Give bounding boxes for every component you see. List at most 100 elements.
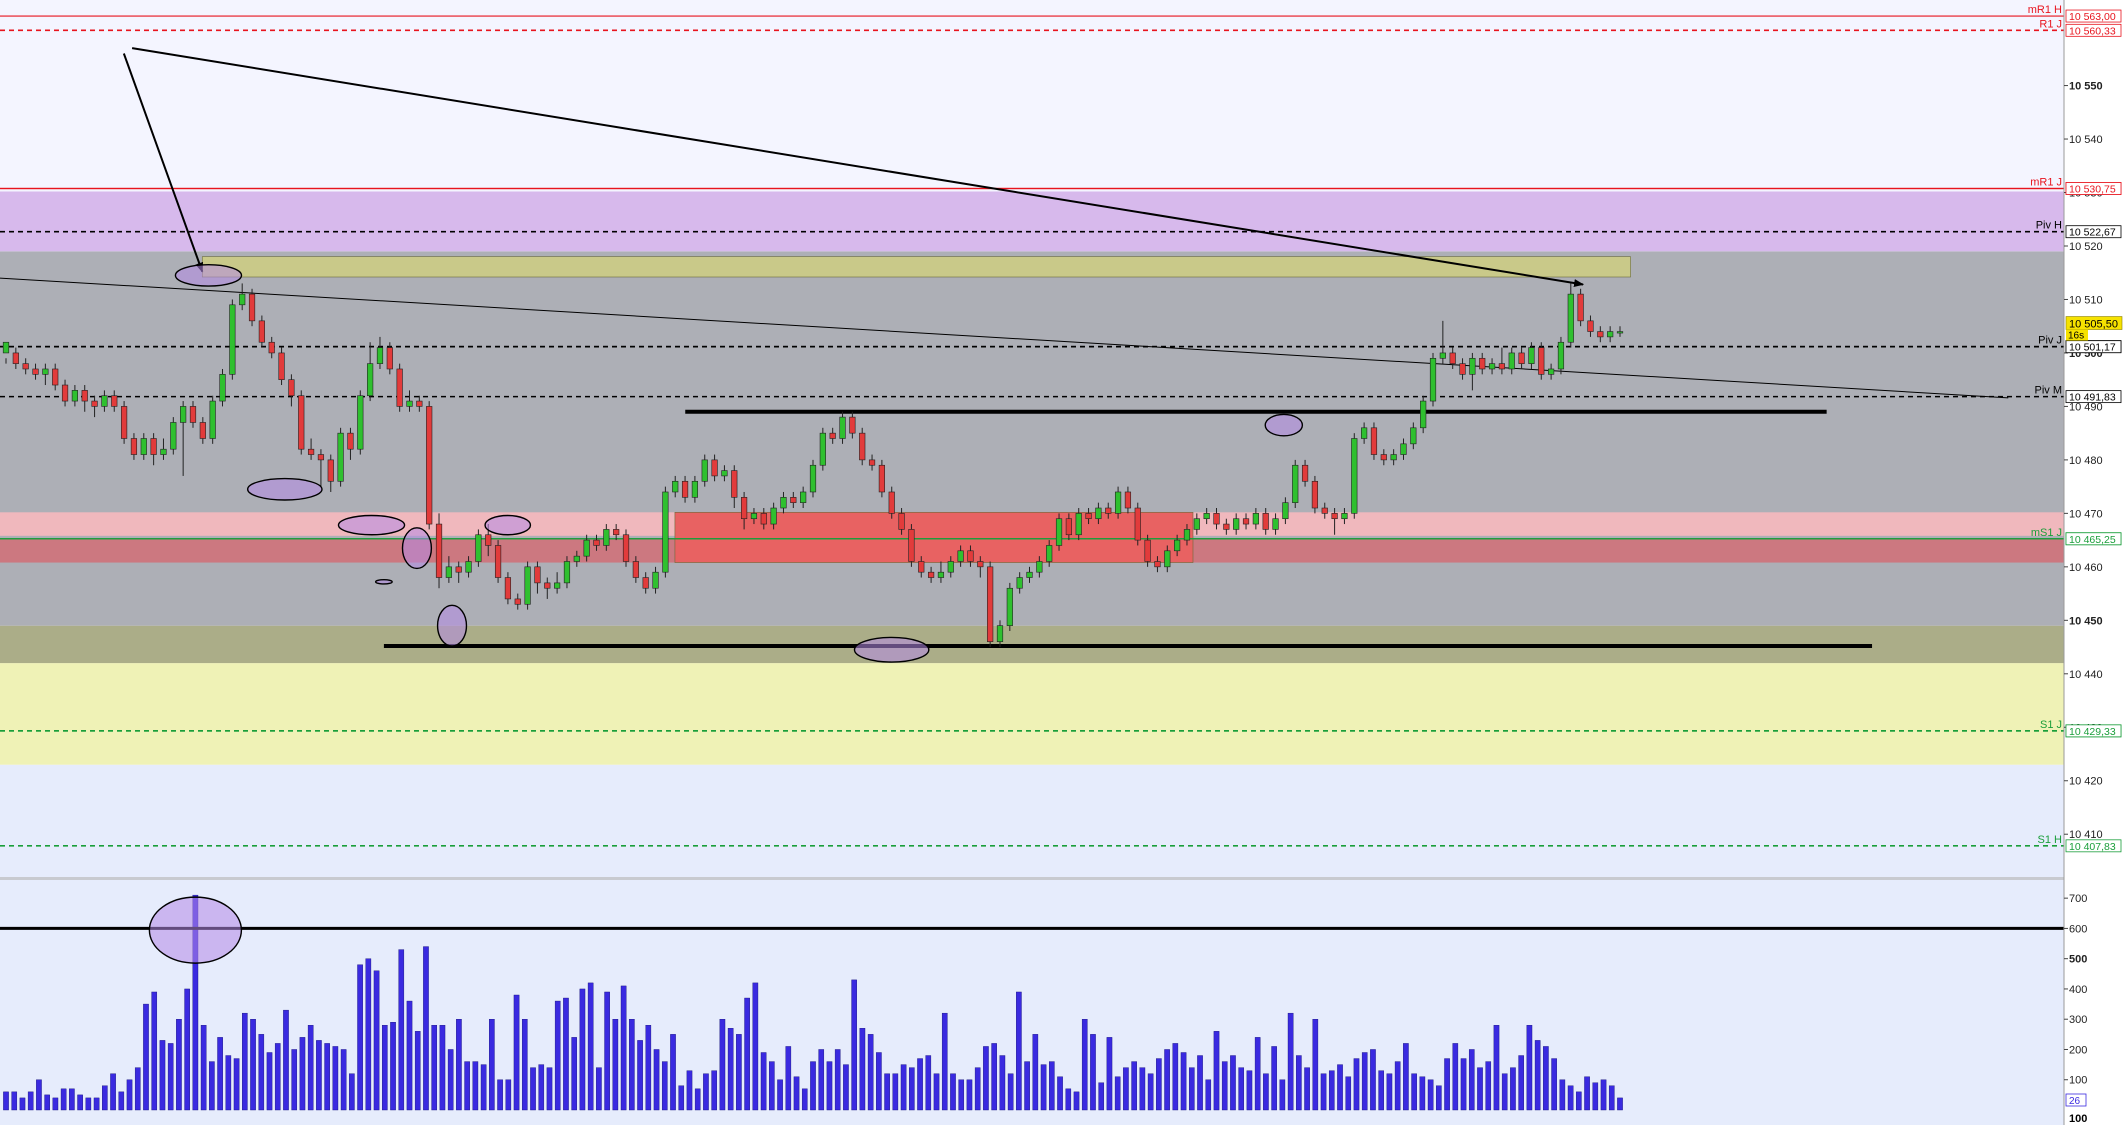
volume-tick-label-3: 400 [2069, 984, 2087, 996]
highlight-band-2 [201, 256, 1631, 278]
candle-body-164 [1616, 331, 1624, 334]
volume-bar-182 [1501, 1073, 1508, 1111]
candle-body-65 [642, 577, 649, 589]
candle-body-150 [1479, 357, 1486, 370]
volume-bar-0 [3, 1091, 9, 1111]
volume-bar-30 [250, 1019, 256, 1111]
volume-bar-107 [884, 1073, 890, 1111]
volume-bar-37 [307, 1025, 314, 1111]
volume-bar-27 [225, 1055, 232, 1111]
level-label-1: R1 J [2039, 18, 2062, 30]
candle-body-99 [977, 561, 984, 568]
volume-bar-113 [933, 1073, 940, 1111]
candle-body-26 [258, 320, 265, 343]
candle-body-147 [1449, 352, 1456, 364]
candle-body-30 [298, 395, 305, 450]
volume-bar-28 [233, 1058, 240, 1111]
volume-bar-142 [1172, 1043, 1179, 1111]
candle-body-146 [1439, 352, 1446, 359]
candle-body-5 [52, 368, 59, 386]
candle-body-29 [288, 379, 295, 397]
volume-bar-53 [439, 1025, 446, 1111]
candle-body-40 [396, 368, 403, 407]
candle-body-155 [1528, 347, 1535, 364]
candle-body-2 [22, 363, 29, 370]
volume-bar-90 [744, 997, 750, 1111]
candle-body-158 [1557, 341, 1565, 370]
level-value-box-11 [2065, 724, 2122, 738]
volume-bar-40 [332, 1046, 339, 1111]
volume-bar-84 [694, 1088, 701, 1111]
volume-bar-16 [134, 1067, 141, 1111]
volume-bar-126 [1040, 1064, 1047, 1111]
volume-bar-121 [999, 1055, 1006, 1111]
candle-body-53 [524, 566, 531, 605]
candle-body-79 [780, 497, 787, 509]
volume-bar-184 [1518, 1055, 1524, 1111]
candle-body-14 [140, 438, 147, 455]
candle-body-145 [1429, 357, 1437, 402]
price-zone-0 [0, 764, 2064, 877]
pane-separator [0, 877, 2064, 880]
volume-bar-127 [1049, 1061, 1055, 1111]
candle-body-141 [1390, 454, 1397, 461]
volume-bar-172 [1419, 1076, 1426, 1111]
trend-line-1 [131, 47, 1585, 287]
volume-bar-17 [143, 1003, 149, 1111]
candle-body-19 [189, 406, 197, 423]
volume-bar-82 [678, 1085, 685, 1111]
level-value-box-6 [2065, 340, 2122, 354]
volume-tick-label-4: 300 [2069, 1014, 2087, 1026]
volume-bar-180 [1485, 1061, 1492, 1111]
volume-bottom-label: 100 [2069, 1113, 2087, 1125]
volume-bar-86 [711, 1070, 717, 1111]
volume-bar-35 [291, 1049, 298, 1111]
volume-bar-186 [1534, 1040, 1541, 1111]
volume-bar-1 [11, 1091, 18, 1111]
volume-bar-189 [1559, 1079, 1566, 1111]
level-value-box-7 [2065, 390, 2122, 404]
volume-bar-175 [1444, 1058, 1450, 1111]
level-label-8: mS1 J [2031, 527, 2062, 539]
candle-body-133 [1311, 480, 1319, 509]
volume-bar-42 [349, 1073, 355, 1111]
volume-bar-66 [546, 1067, 553, 1111]
volume-bar-119 [983, 1046, 989, 1111]
candle-body-84 [829, 432, 836, 439]
volume-bar-75 [620, 985, 627, 1111]
candle-body-21 [209, 400, 216, 439]
candle-body-9 [91, 400, 98, 407]
candle-body-37 [367, 363, 374, 397]
candle-body-57 [563, 561, 571, 584]
countdown-box [2066, 329, 2088, 341]
volume-bar-95 [785, 1046, 792, 1111]
volume-bar-44 [365, 958, 372, 1111]
volume-bar-188 [1551, 1058, 1557, 1111]
volume-bar-194 [1600, 1079, 1607, 1111]
price-zone-4 [0, 191, 2064, 252]
candle-body-68 [672, 480, 679, 493]
candle-body-142 [1400, 443, 1407, 455]
volume-bar-120 [991, 1043, 997, 1111]
annotation-ellipse-5 [436, 604, 468, 647]
candle-body-7 [71, 390, 78, 402]
candle-body-56 [554, 582, 561, 589]
volume-bar-25 [209, 1061, 215, 1111]
volume-bar-51 [423, 946, 429, 1111]
volume-bar-20 [167, 1043, 174, 1111]
candle-body-121 [1193, 518, 1200, 530]
volume-bar-58 [480, 1064, 487, 1111]
candle-body-94 [927, 571, 935, 578]
trend-lines [0, 47, 2009, 648]
volume-bar-55 [456, 1019, 462, 1111]
level-value-label-0: 10 563,00 [2069, 11, 2116, 23]
candle-body-91 [898, 513, 905, 530]
volume-bar-168 [1386, 1073, 1393, 1111]
current-price-label: 10 505,50 [2069, 319, 2118, 331]
candle-body-0 [2, 341, 10, 354]
volume-bar-6 [52, 1097, 59, 1111]
candle-body-85 [839, 416, 846, 439]
annotation-ellipse-1 [246, 477, 323, 501]
